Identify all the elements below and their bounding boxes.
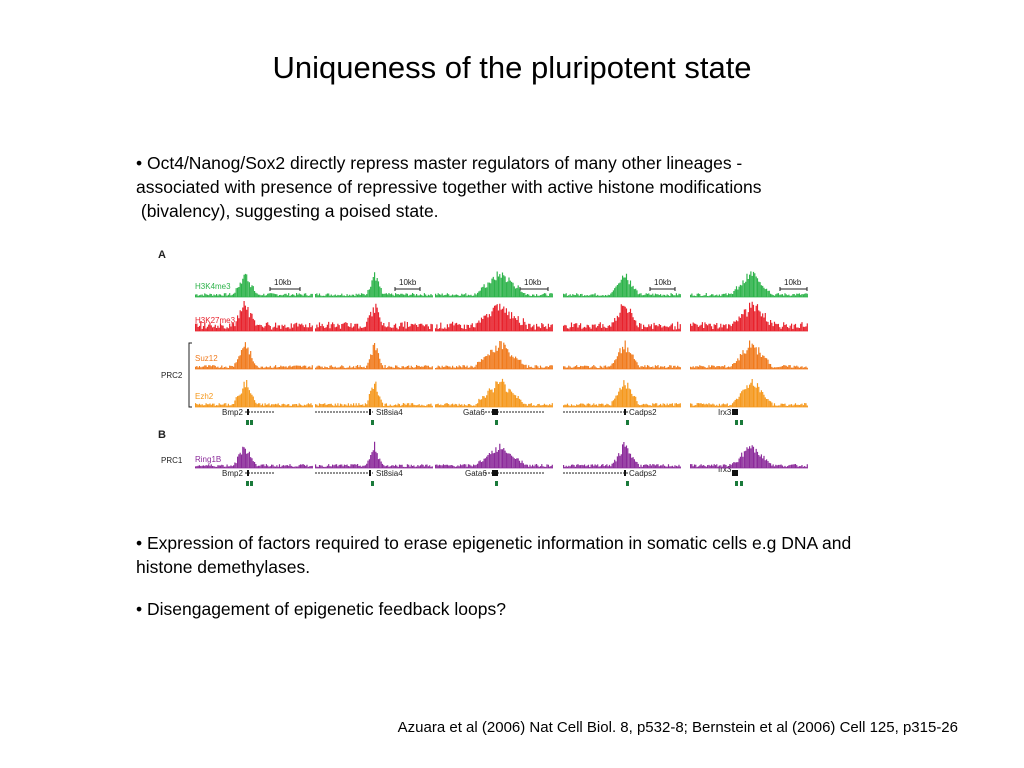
- gene-exon: [732, 470, 738, 476]
- cpg-island-marker: [740, 481, 743, 486]
- scale-bar-label: 10kb: [654, 278, 672, 287]
- signal-track-ring1b-st8sia4: [315, 441, 433, 468]
- bullet-line: • Expression of factors required to eras…: [136, 533, 852, 553]
- track-label-ring1b: Ring1B: [195, 455, 221, 464]
- scale-bar: [649, 287, 676, 291]
- signal-track-ezh2-cadps2: [563, 380, 681, 407]
- gene-exon: [247, 409, 249, 415]
- slide-title: Uniqueness of the pluripotent state: [272, 50, 752, 85]
- gene-exon: [732, 409, 738, 415]
- signal-track-h3k27me3-st8sia4: [315, 303, 433, 331]
- gene-label-irx3: Irx3: [718, 465, 732, 474]
- bullet-line: histone demethylases.: [136, 557, 311, 577]
- signal-track-ezh2-irx3: [690, 379, 808, 407]
- gene-exon: [369, 409, 371, 415]
- cpg-island-marker: [246, 481, 249, 486]
- gene-label-st8sia4: St8sia4: [376, 408, 403, 417]
- gene-exon: [492, 470, 498, 476]
- prc2-group-label: PRC2: [161, 371, 183, 380]
- scale-bar-label: 10kb: [399, 278, 417, 287]
- bullet-line: • Disengagement of epigenetic feedback l…: [136, 599, 506, 619]
- cpg-island-marker: [246, 420, 249, 425]
- signal-track-ezh2-st8sia4: [315, 381, 433, 407]
- cpg-island-marker: [735, 481, 738, 486]
- panel-a-label: A: [158, 249, 166, 261]
- scale-bar-label: 10kb: [274, 278, 292, 287]
- signal-track-suz12-irx3: [690, 340, 808, 369]
- track-label-h3k4me3: H3K4me3: [195, 282, 231, 291]
- gene-exon: [369, 470, 371, 476]
- gene-exon: [247, 470, 249, 476]
- bullet-line: associated with presence of repressive t…: [136, 177, 762, 197]
- gene-label-bmp2: Bmp2: [222, 408, 243, 417]
- bullet-erasure: • Expression of factors required to eras…: [136, 531, 851, 579]
- signal-track-h3k27me3-irx3: [690, 301, 808, 331]
- scale-bar: [394, 287, 421, 291]
- scale-bar: [519, 287, 549, 291]
- gene-exon: [624, 409, 626, 415]
- bullet-bivalency: • Oct4/Nanog/Sox2 directly repress maste…: [136, 151, 761, 223]
- gene-label-gata6: Gata6: [465, 469, 487, 478]
- signal-track-ring1b-cadps2: [563, 442, 681, 468]
- signal-track-h3k27me3-gata6: [435, 303, 553, 331]
- scale-bar-label: 10kb: [784, 278, 802, 287]
- scale-bar: [779, 287, 808, 291]
- bullet-line: • Oct4/Nanog/Sox2 directly repress maste…: [136, 153, 743, 173]
- scale-bar: [269, 287, 301, 291]
- gene-label-cadps2: Cadps2: [629, 408, 657, 417]
- signal-track-ring1b-gata6: [435, 443, 553, 468]
- prc2-bracket: [188, 342, 192, 408]
- cpg-island-marker: [495, 481, 498, 486]
- signal-track-h3k27me3-cadps2: [563, 304, 681, 331]
- track-label-h3k27me3: H3K27me3: [195, 316, 236, 325]
- scale-bar-label: 10kb: [524, 278, 542, 287]
- gene-label-irx3: Irx3: [718, 408, 732, 417]
- cpg-island-marker: [371, 420, 374, 425]
- track-label-ezh2: Ezh2: [195, 392, 214, 401]
- cpg-island-marker: [250, 420, 253, 425]
- cpg-island-marker: [626, 420, 629, 425]
- prc1-group-label: PRC1: [161, 456, 183, 465]
- signal-track-ring1b-irx3: [690, 445, 808, 468]
- signal-track-suz12-cadps2: [563, 340, 681, 369]
- track-label-suz12: Suz12: [195, 354, 218, 363]
- bullet-line: (bivalency), suggesting a poised state.: [136, 201, 439, 221]
- cpg-island-marker: [740, 420, 743, 425]
- gene-label-bmp2: Bmp2: [222, 469, 243, 478]
- signal-track-suz12-gata6: [435, 341, 553, 369]
- cpg-island-marker: [495, 420, 498, 425]
- citation: Azuara et al (2006) Nat Cell Biol. 8, p5…: [397, 719, 958, 736]
- gene-exon: [492, 409, 498, 415]
- gene-label-st8sia4: St8sia4: [376, 469, 403, 478]
- cpg-island-marker: [735, 420, 738, 425]
- signal-track-ezh2-gata6: [435, 378, 553, 407]
- gene-label-cadps2: Cadps2: [629, 469, 657, 478]
- gene-exon: [624, 470, 626, 476]
- panel-b-label: B: [158, 429, 166, 441]
- gene-label-gata6: Gata6: [463, 408, 485, 417]
- signal-track-suz12-st8sia4: [315, 343, 433, 369]
- chip-seq-figure: A B PRC2 PRC1 H3K4me3 H3K27me3 Suz12 Ezh…: [158, 249, 808, 486]
- cpg-island-marker: [371, 481, 374, 486]
- cpg-island-marker: [626, 481, 629, 486]
- cpg-island-marker: [250, 481, 253, 486]
- bullet-feedback-loops: • Disengagement of epigenetic feedback l…: [136, 597, 506, 621]
